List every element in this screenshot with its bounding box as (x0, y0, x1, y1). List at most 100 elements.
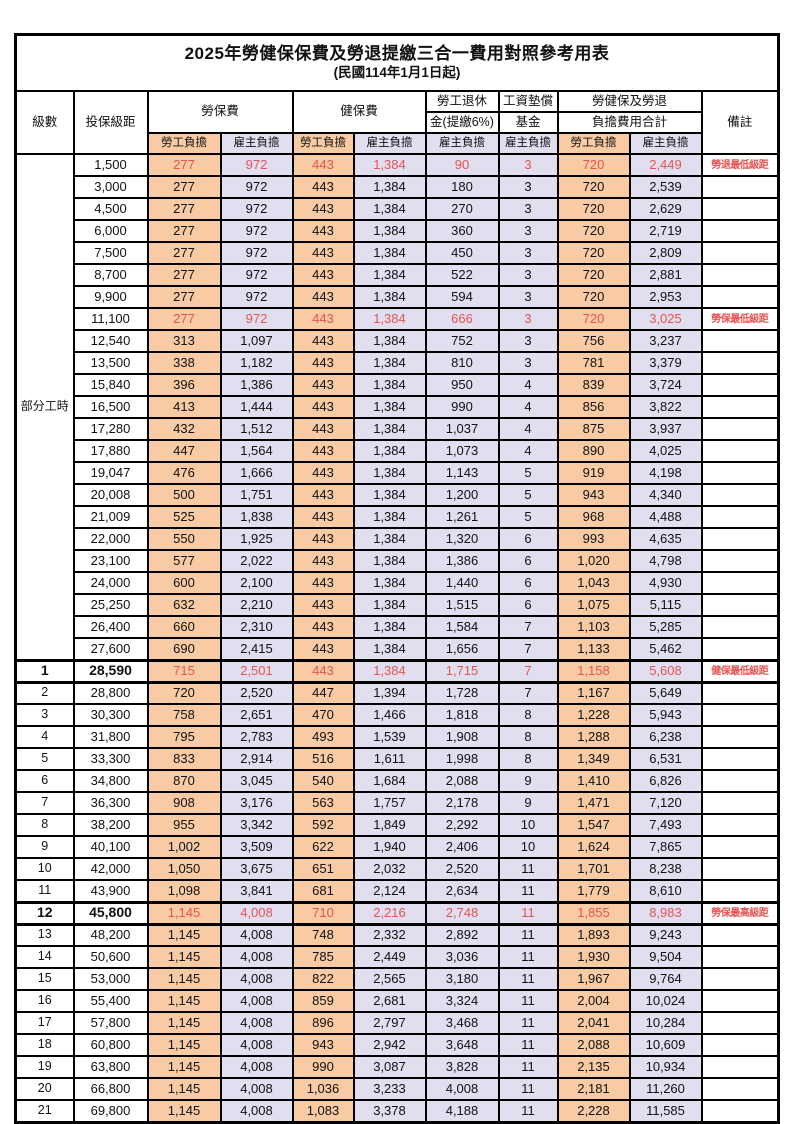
value-cell: 1,288 (556, 725, 631, 749)
value-cell: 1,751 (219, 483, 294, 507)
value-cell: 9,243 (628, 923, 703, 947)
remark-cell (700, 439, 780, 463)
value-cell: 1,701 (556, 857, 631, 881)
value-cell: 476 (146, 461, 222, 485)
value-cell: 4,188 (424, 1099, 500, 1123)
remark-cell (700, 1077, 780, 1101)
value-cell: 1,145 (146, 1099, 222, 1123)
value-cell: 1,384 (352, 637, 427, 661)
table-row: 10 42,000 1,050 3,675 651 2,032 2,520 11 1,701 8,… (14, 857, 780, 881)
subheader-health-employee: 勞工負擔 (291, 132, 355, 155)
value-cell: 6 (497, 593, 559, 617)
remark-cell (700, 725, 780, 749)
bracket-cell: 26,400 (72, 615, 149, 639)
remark-cell (700, 879, 780, 903)
value-cell: 4,008 (219, 1033, 294, 1057)
table-row: 22,000 550 1,925 443 1,384 1,320 6 993 4,635 (16, 527, 780, 551)
bracket-cell: 40,100 (72, 835, 149, 859)
value-cell: 3,087 (352, 1055, 427, 1079)
value-cell: 1,384 (352, 549, 427, 573)
value-cell: 1,384 (352, 439, 427, 463)
value-cell: 5,285 (628, 615, 703, 639)
value-cell: 720 (556, 241, 631, 265)
value-cell: 443 (291, 373, 355, 397)
level-cell: 20 (14, 1077, 75, 1101)
value-cell: 11,260 (628, 1077, 703, 1101)
value-cell: 10,934 (628, 1055, 703, 1079)
remark-cell (700, 505, 780, 529)
value-cell: 1,133 (556, 637, 631, 661)
level-cell: 14 (14, 945, 75, 969)
value-cell: 4,008 (219, 945, 294, 969)
col-header-bracket: 投保級距 (72, 90, 149, 155)
value-cell: 3,724 (628, 373, 703, 397)
value-cell: 1,384 (352, 219, 427, 243)
level-cell: 6 (14, 769, 75, 793)
value-cell: 4,798 (628, 549, 703, 573)
value-cell: 443 (291, 527, 355, 551)
value-cell: 1,384 (352, 307, 427, 331)
value-cell: 8 (497, 703, 559, 727)
table-row: 8 38,200 955 3,342 592 1,849 2,292 10 1,547 7,493 (14, 813, 780, 837)
value-cell: 432 (146, 417, 222, 441)
table-row: 19,047 476 1,666 443 1,384 1,143 5 919 4,198 (16, 461, 780, 485)
value-cell: 4,008 (219, 1077, 294, 1101)
value-cell: 1,547 (556, 813, 631, 837)
value-cell: 1,930 (556, 945, 631, 969)
table-row: 21 69,800 1,145 4,008 1,083 3,378 4,188 11 2,228… (14, 1099, 780, 1123)
remark-cell (700, 967, 780, 991)
level-cell: 12 (14, 900, 75, 926)
remark-cell (700, 703, 780, 727)
value-cell: 896 (291, 1011, 355, 1035)
value-cell: 516 (291, 747, 355, 771)
value-cell: 1,145 (146, 1011, 222, 1035)
value-cell: 3,036 (424, 945, 500, 969)
value-cell: 443 (291, 219, 355, 243)
value-cell: 1,228 (556, 703, 631, 727)
value-cell: 338 (146, 351, 222, 375)
table-row: 15 53,000 1,145 4,008 822 2,565 3,180 11 1,967 9,… (14, 967, 780, 991)
value-cell: 443 (291, 285, 355, 309)
table-row: 6,000 277 972 443 1,384 360 3 720 2,719 (16, 219, 780, 243)
value-cell: 968 (556, 505, 631, 529)
bracket-cell: 28,590 (72, 658, 149, 684)
value-cell: 7 (497, 615, 559, 639)
value-cell: 443 (291, 571, 355, 595)
remark-cell (700, 197, 780, 221)
value-cell: 550 (146, 527, 222, 551)
level-cell: 4 (14, 725, 75, 749)
remark-cell (700, 263, 780, 287)
remark-cell (700, 285, 780, 309)
value-cell: 1,666 (219, 461, 294, 485)
value-cell: 11 (497, 989, 559, 1013)
table-row: 4,500 277 972 443 1,384 270 3 720 2,629 (16, 197, 780, 221)
value-cell: 3,045 (219, 769, 294, 793)
value-cell: 443 (291, 307, 355, 331)
col-header-wage-fund-line1: 工資墊償 (497, 90, 559, 113)
value-cell: 720 (556, 197, 631, 221)
header-row-2: 金(提繳6%) 基金 負擔費用合計 (16, 111, 779, 134)
premium-reference-table: 2025年勞健保保費及勞退提繳三合一費用對照參考用表 (民國114年1月1日起)… (14, 33, 781, 1124)
value-cell: 1,410 (556, 769, 631, 793)
level-cell: 9 (14, 835, 75, 859)
value-cell: 2,406 (424, 835, 500, 859)
level-cell: 21 (14, 1099, 75, 1123)
bracket-cell: 11,100 (72, 307, 149, 331)
value-cell: 11 (497, 923, 559, 947)
remark-cell (700, 615, 780, 639)
table-row: 13 48,200 1,145 4,008 748 2,332 2,892 11 1,893 9,… (14, 923, 780, 947)
col-header-health-insurance: 健保費 (291, 90, 427, 134)
value-cell: 1,261 (424, 505, 500, 529)
value-cell: 3,841 (219, 879, 294, 903)
value-cell: 4,340 (628, 483, 703, 507)
remark-cell (700, 857, 780, 881)
value-cell: 1,779 (556, 879, 631, 903)
value-cell: 7 (497, 681, 559, 705)
value-cell: 822 (291, 967, 355, 991)
value-cell: 90 (424, 153, 500, 177)
subheader-fund-employer: 雇主負擔 (497, 132, 559, 155)
value-cell: 1,444 (219, 395, 294, 419)
value-cell: 11,585 (628, 1099, 703, 1123)
bracket-cell: 66,800 (72, 1077, 149, 1101)
value-cell: 1,386 (424, 549, 500, 573)
